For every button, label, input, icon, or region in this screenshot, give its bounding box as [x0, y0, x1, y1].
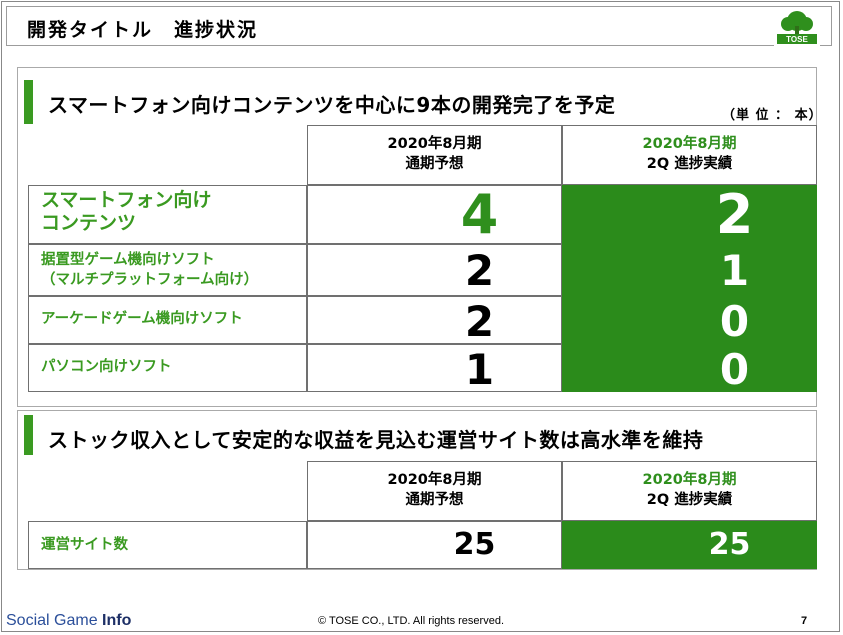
row-plan-value: 2 [307, 244, 562, 296]
table-row-label: パソコン向けソフト [28, 344, 307, 392]
row-plan-value: 2 [307, 296, 562, 346]
section2-accent-bar [24, 415, 33, 455]
logo-text: TOSE [786, 35, 808, 44]
section2-col-plan-header: 2020年8月期 通期予想 [307, 461, 562, 521]
table-row-label: スマートフォン向け コンテンツ [28, 185, 307, 244]
row-actual-value: 0 [562, 296, 817, 346]
section1-col-actual-header: 2020年8月期 2Q 進捗実績 [562, 125, 817, 185]
site-count-label: 運営サイト数 [28, 521, 307, 569]
row-actual-value: 0 [562, 344, 817, 394]
col-actual-line1: 2020年8月期 [642, 136, 737, 152]
row-plan-value: 4 [307, 185, 562, 244]
section1-title: スマートフォン向けコンテンツを中心に9本の開発完了を予定 [48, 93, 616, 117]
copyright-text: © TOSE CO., LTD. All rights reserved. [318, 615, 504, 627]
unit-label: （単 位 ： 本） [722, 108, 823, 123]
row-actual-value: 2 [562, 185, 817, 244]
table-row-label: アーケードゲーム機向けソフト [28, 296, 307, 344]
section1-accent-bar [24, 80, 33, 124]
page-number: 7 [801, 615, 808, 627]
col-actual-line2: 2Q 進捗実績 [646, 156, 733, 172]
site-count-actual: 25 [562, 521, 817, 569]
watermark-brand: Social Game Info [6, 612, 132, 629]
table-row-label: 据置型ゲーム機向けソフト （マルチプラットフォーム向け） [28, 244, 307, 296]
slide-title: 開発タイトル 進捗状況 [27, 19, 259, 41]
slide-header: 開発タイトル 進捗状況 [6, 6, 832, 46]
tose-logo: TOSE [774, 10, 820, 46]
section1-col-plan-header: 2020年8月期 通期予想 [307, 125, 562, 185]
section2-title: ストック収入として安定的な収益を見込む運営サイト数は高水準を維持 [48, 428, 704, 452]
section2-col-actual-header: 2020年8月期 2Q 進捗実績 [562, 461, 817, 521]
site-count-plan: 25 [307, 521, 562, 569]
row-actual-value: 1 [562, 244, 817, 296]
row-plan-value: 1 [307, 344, 562, 394]
col-plan-line2: 通期予想 [405, 156, 464, 172]
col-plan-line1: 2020年8月期 [387, 136, 482, 152]
